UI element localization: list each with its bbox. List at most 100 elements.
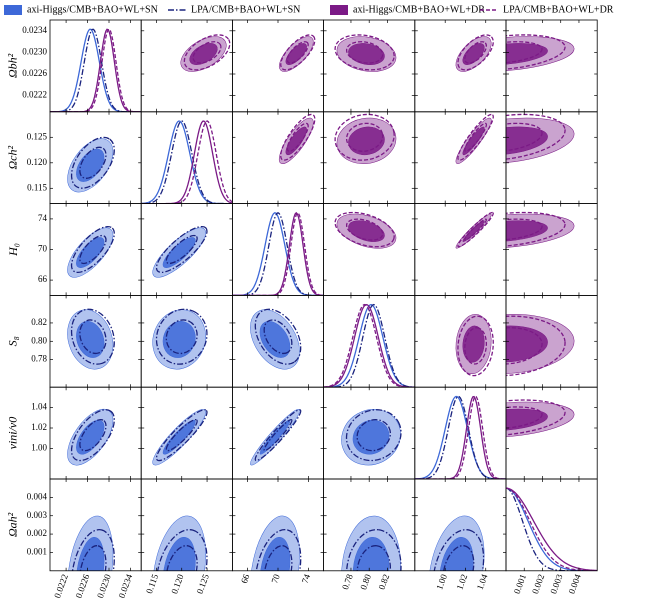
panel-plot xyxy=(455,314,494,377)
panel xyxy=(323,111,416,205)
panel-plot xyxy=(67,308,115,370)
panel xyxy=(505,386,598,480)
contour xyxy=(345,218,384,241)
posterior-curve xyxy=(323,303,415,388)
contour xyxy=(76,237,105,268)
y-tick-label: 0.80 xyxy=(31,335,47,345)
x-tick-label: 0.0230 xyxy=(95,572,113,599)
panel-plot xyxy=(455,211,494,249)
contour xyxy=(259,419,291,455)
panel xyxy=(414,111,507,205)
contour xyxy=(155,308,208,365)
contour xyxy=(286,41,309,64)
contour xyxy=(506,211,566,248)
x-tick-label: 0.0234 xyxy=(116,572,134,599)
panel-plot xyxy=(250,515,302,571)
y-tick-label: 0.0226 xyxy=(22,68,47,78)
contour xyxy=(352,419,390,455)
contour xyxy=(334,113,395,161)
panel-frame xyxy=(505,478,598,572)
legend-swatch xyxy=(4,5,22,15)
contour xyxy=(70,529,115,571)
posterior-curve xyxy=(506,487,598,571)
x-tick-label: 0.80 xyxy=(358,572,373,591)
contour xyxy=(348,43,385,65)
legend-entry: LPA/CMB+BAO+WL+DR xyxy=(480,4,614,15)
panel xyxy=(140,19,233,113)
contour xyxy=(254,308,302,365)
y-tick-label: 70 xyxy=(38,244,48,254)
y-tick-label: 0.0230 xyxy=(22,46,47,56)
panel xyxy=(414,386,507,480)
contour xyxy=(506,41,543,64)
contour xyxy=(165,418,198,452)
x-axis-label: Ωbh² xyxy=(83,615,108,616)
posterior-curve xyxy=(414,395,506,480)
legend-entry: axi-Higgs/CMB+BAO+WL+SN xyxy=(4,4,158,15)
panel-plot xyxy=(414,395,506,480)
contour xyxy=(432,529,485,571)
contour xyxy=(506,126,548,156)
panel xyxy=(231,203,324,296)
contour xyxy=(280,113,316,161)
panel xyxy=(140,203,233,296)
panel-plot xyxy=(428,515,485,571)
x-axis-label: Ωch² xyxy=(175,615,199,616)
panel-plot xyxy=(67,408,115,466)
x-tick-label: 66 xyxy=(239,572,252,584)
contour xyxy=(506,34,566,71)
contour xyxy=(155,529,208,571)
y-axis-label: H₀ xyxy=(6,243,20,257)
contour xyxy=(506,325,548,363)
contour xyxy=(192,41,222,64)
contour xyxy=(165,319,198,355)
panel-plot xyxy=(455,113,494,164)
contour xyxy=(70,225,115,274)
posterior-curve xyxy=(141,120,233,204)
contour xyxy=(464,327,488,365)
panel-frame xyxy=(414,203,507,296)
y-tick-label: 0.0234 xyxy=(22,25,47,35)
panel-plot xyxy=(180,34,231,72)
x-tick-label: 0.78 xyxy=(340,572,355,591)
panel xyxy=(323,19,416,113)
panel: 0.78 0.80 0.82 xyxy=(31,294,142,388)
y-tick-label: 1.02 xyxy=(31,422,47,432)
panel xyxy=(505,203,598,296)
panel: 1.00 1.02 1.04 xyxy=(414,478,507,591)
contour xyxy=(165,234,198,265)
contour xyxy=(286,122,309,152)
panel-plot xyxy=(341,408,402,466)
x-tick-label: 1.02 xyxy=(455,573,470,591)
contour xyxy=(334,211,395,248)
contour xyxy=(263,418,293,452)
panel xyxy=(231,111,324,205)
contour xyxy=(345,41,384,64)
panel-plot xyxy=(250,308,302,370)
x-axis-label: vini/v0 xyxy=(444,615,477,616)
contour xyxy=(457,315,494,377)
x-axis-label: S₈ xyxy=(364,615,374,616)
posterior-curve xyxy=(414,395,506,480)
y-tick-label: 0.78 xyxy=(31,354,47,364)
panel-frame xyxy=(231,19,324,113)
x-tick-label: 1.00 xyxy=(434,572,449,591)
panel xyxy=(140,111,233,205)
contour xyxy=(506,122,543,152)
y-tick-label: 0.82 xyxy=(31,317,47,327)
panel: 0.0222 0.0226 0.0230 0.0234 0.001 0.002 0.003 0… xyxy=(27,478,142,599)
y-tick-label: 0.003 xyxy=(27,510,48,520)
contour xyxy=(464,122,488,152)
panel-plot xyxy=(232,211,324,296)
x-tick-label: 1.04 xyxy=(475,572,490,591)
panel: 1.00 1.02 1.04 xyxy=(31,386,142,480)
contour xyxy=(345,122,384,152)
x-tick-label: 0.115 xyxy=(144,572,160,595)
panel: 0.001 0.002 0.003 0.004 xyxy=(505,478,598,595)
panel-plot xyxy=(250,408,302,466)
panel-plot xyxy=(455,34,494,72)
contour xyxy=(70,409,115,462)
x-tick-label: 0.004 xyxy=(566,572,582,595)
panel: 0.115 0.120 0.125 xyxy=(27,111,142,205)
x-tick-label: 0.003 xyxy=(548,572,564,595)
